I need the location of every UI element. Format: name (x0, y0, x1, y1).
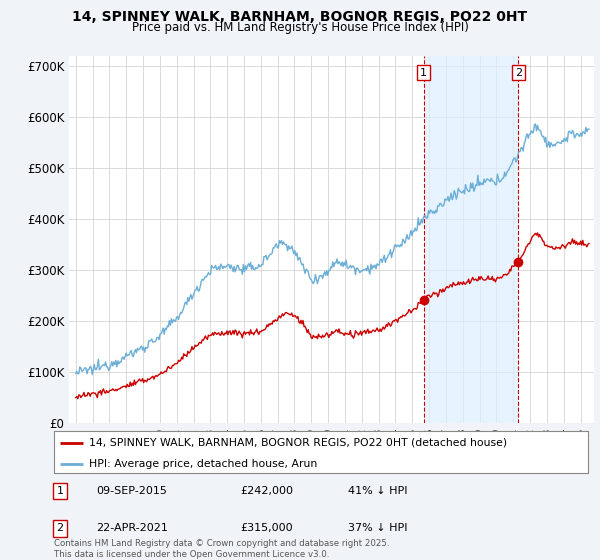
Text: 37% ↓ HPI: 37% ↓ HPI (348, 523, 407, 533)
Text: HPI: Average price, detached house, Arun: HPI: Average price, detached house, Arun (89, 459, 317, 469)
Text: 1: 1 (56, 486, 64, 496)
Text: Contains HM Land Registry data © Crown copyright and database right 2025.
This d: Contains HM Land Registry data © Crown c… (54, 539, 389, 559)
Text: 22-APR-2021: 22-APR-2021 (96, 523, 168, 533)
Text: £315,000: £315,000 (240, 523, 293, 533)
Text: 14, SPINNEY WALK, BARNHAM, BOGNOR REGIS, PO22 0HT (detached house): 14, SPINNEY WALK, BARNHAM, BOGNOR REGIS,… (89, 438, 507, 448)
Text: 1: 1 (420, 68, 427, 77)
Text: 2: 2 (56, 523, 64, 533)
Text: 14, SPINNEY WALK, BARNHAM, BOGNOR REGIS, PO22 0HT: 14, SPINNEY WALK, BARNHAM, BOGNOR REGIS,… (73, 10, 527, 24)
Text: £242,000: £242,000 (240, 486, 293, 496)
Text: 09-SEP-2015: 09-SEP-2015 (96, 486, 167, 496)
Text: Price paid vs. HM Land Registry's House Price Index (HPI): Price paid vs. HM Land Registry's House … (131, 21, 469, 34)
Text: 41% ↓ HPI: 41% ↓ HPI (348, 486, 407, 496)
Bar (424, 56, 518, 423)
Text: 2: 2 (515, 68, 522, 77)
